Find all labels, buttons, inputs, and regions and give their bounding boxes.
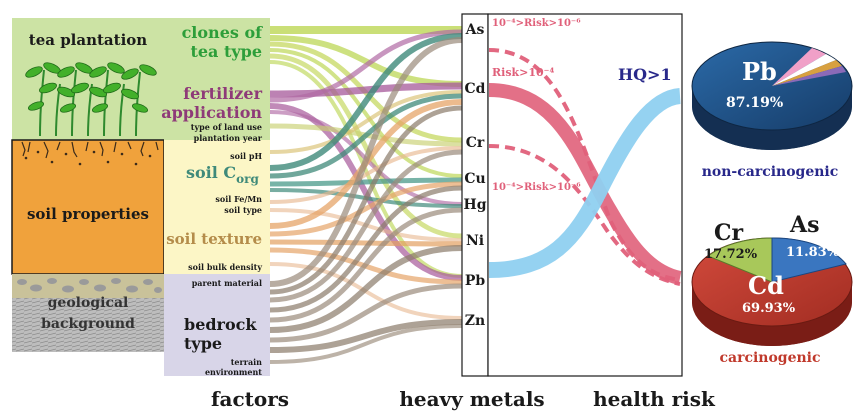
metal-label-zn: Zn [465, 313, 485, 329]
factor-column [164, 18, 270, 376]
health-risk-frame [487, 13, 683, 377]
pie-c-label-cr: Cr [714, 220, 744, 246]
sankey-flows [269, 25, 463, 364]
root-lines-icon [21, 141, 159, 159]
risk-label-cd: Risk>10⁻⁴ [492, 66, 554, 79]
pie-carcinogenic: Cr 17.72% As 11.83% Cd 69.93% carcinogen… [691, 212, 853, 366]
pie-nc-label-pb: Pb [742, 57, 777, 86]
metal-labels: As Cd Cr Cu Hg Ni Pb Zn [463, 22, 486, 329]
metal-label-as: As [465, 22, 485, 38]
pie-nc-slice-gold [772, 60, 842, 86]
bedrock-hatch [12, 298, 164, 352]
metal-label-ni: Ni [466, 233, 484, 249]
bottom-label-health-risk: health risk [593, 387, 716, 411]
tea-plants-icon [39, 69, 141, 137]
factor-environment: environment [205, 367, 262, 377]
pie-c-label-as: As [789, 212, 819, 238]
pie-nc-percent-pb: 87.19% [726, 95, 783, 111]
factor-parent-material: parent material [192, 278, 262, 288]
tea-plantation-label: tea plantation [29, 31, 148, 49]
geological-label-line1: geological [48, 295, 129, 311]
tea-leaves-icon [25, 62, 157, 113]
factor-terrain: terrain [231, 357, 262, 367]
pie-c-percent-cr: 17.72% [704, 247, 758, 262]
pie-c-label-cd: Cd [748, 271, 784, 300]
pie-nc-caption: non-carcinogenic [702, 164, 839, 180]
bottom-labels: factors heavy metals health risk [211, 387, 716, 411]
pie-nc-slice-violet [772, 66, 846, 86]
factor-fertilizer-line2: application [161, 103, 262, 122]
factor-bedrock-line1: bedrock [184, 315, 257, 334]
risk-label-hq: HQ>1 [618, 65, 672, 84]
factor-soil-corg: soil Corg [186, 163, 259, 186]
pie-c-slice-as [771, 237, 847, 283]
pie-c-slice-cr [706, 237, 773, 283]
metal-label-hg: Hg [463, 197, 486, 213]
factor-band-soil [164, 140, 270, 274]
factor-band-geology [164, 274, 270, 376]
pie-nc-slice-white [772, 54, 836, 86]
factor-soil-ph: soil pH [230, 151, 262, 161]
factor-soil-corg-main: soil C [186, 163, 236, 182]
factor-soil-corg-sub: org [236, 172, 259, 186]
metal-label-cu: Cu [464, 171, 485, 187]
pie-non-carcinogenic: Pb 87.19% non-carcinogenic [691, 41, 853, 180]
risk-label-as-range: 10⁻⁴>Risk>10⁻⁶ [492, 18, 581, 29]
factor-band-tea [164, 18, 270, 140]
factor-bulk-density: soil bulk density [188, 262, 262, 272]
risk-label-cr-range: 10⁻⁴>Risk>10⁻⁶ [492, 182, 581, 193]
factor-clones-line1: clones of [182, 23, 264, 42]
soil-properties-bg [11, 139, 165, 275]
factor-soil-femn: soil Fe/Mn [215, 194, 262, 204]
metal-label-cr: Cr [466, 135, 485, 151]
risk-labels: 10⁻⁴>Risk>10⁻⁶ Risk>10⁻⁴ 10⁻⁴>Risk>10⁻⁶ … [492, 18, 672, 193]
metal-column-frame [461, 13, 489, 377]
factor-clones-line2: tea type [190, 42, 262, 61]
bottom-label-factors: factors [211, 387, 289, 411]
metal-label-cd: Cd [465, 81, 486, 97]
risk-flows [488, 48, 682, 286]
factor-bedrock-line2: type [184, 334, 222, 353]
soil-dots-icon [24, 150, 152, 166]
metal-label-pb: Pb [465, 273, 486, 289]
factor-fertilizer-line1: fertilizer [183, 84, 262, 103]
factor-plantation-year: plantation year [194, 133, 263, 143]
factor-soil-texture: soil texture [166, 230, 262, 248]
factor-labels: clones of tea type fertilizer applicatio… [161, 23, 263, 377]
pie-nc-slice-pink [772, 48, 826, 86]
bottom-label-heavy-metals: heavy metals [399, 387, 544, 411]
gravel-icon [17, 278, 162, 293]
soil-properties-label: soil properties [27, 205, 149, 223]
pie-c-percent-cd: 69.93% [742, 301, 796, 316]
pie-c-percent-as: 11.83% [786, 245, 840, 260]
left-illustration: tea plantation [11, 18, 165, 352]
factor-soil-type: soil type [224, 205, 262, 215]
geological-label-line2: background [41, 316, 135, 332]
factor-labels-start: bedrock type soil Corg [184, 163, 259, 353]
factor-land-use: type of land use [191, 122, 262, 132]
pie-c-caption: carcinogenic [719, 350, 820, 366]
